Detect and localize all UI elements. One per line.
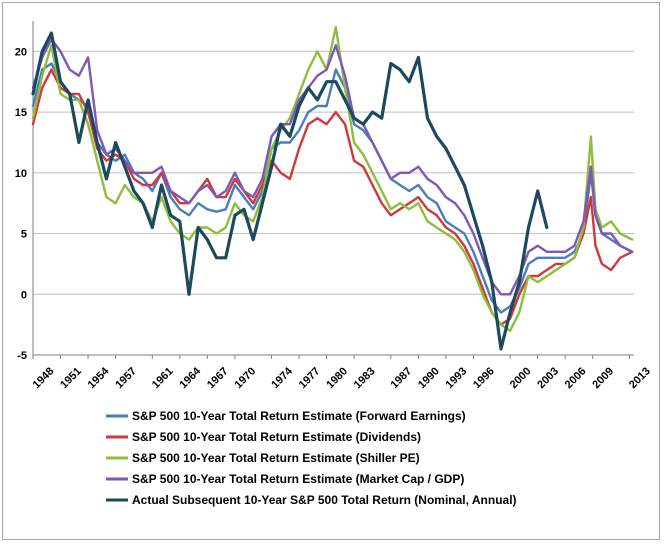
x-tick-label: 1993 xyxy=(444,365,470,391)
legend-label: Actual Subsequent 10-Year S&P 500 Total … xyxy=(132,493,517,507)
x-tick-label: 1974 xyxy=(269,365,295,391)
x-tick-label: 2006 xyxy=(563,365,589,391)
y-tick-label: 20 xyxy=(15,46,27,58)
x-tick-label: 1967 xyxy=(205,365,231,391)
x-tick-label: 1957 xyxy=(113,365,139,391)
series-line xyxy=(31,68,634,326)
y-tick-label: 15 xyxy=(15,107,27,119)
series-line xyxy=(31,38,634,296)
y-tick-label: 5 xyxy=(21,229,27,241)
x-tick-label: 1980 xyxy=(324,365,350,391)
x-tick-label: 1948 xyxy=(31,365,57,391)
legend-label: S&P 500 10-Year Total Return Estimate (M… xyxy=(132,472,464,486)
x-tick-label: 1990 xyxy=(416,365,442,391)
x-tick-label: 2003 xyxy=(535,365,561,391)
legend-label: S&P 500 10-Year Total Return Estimate (F… xyxy=(132,409,466,423)
y-tick-label: 0 xyxy=(21,289,27,301)
x-tick-label: 1951 xyxy=(58,365,84,391)
series-line xyxy=(31,25,634,332)
y-tick-label: 10 xyxy=(15,168,27,180)
y-tick-label: -5 xyxy=(17,350,27,362)
x-tick-label: 1970 xyxy=(232,365,258,391)
legend-label: S&P 500 10-Year Total Return Estimate (D… xyxy=(132,430,421,444)
series-line xyxy=(31,31,549,351)
x-tick-label: 1996 xyxy=(471,365,497,391)
x-tick-label: 1964 xyxy=(177,365,203,391)
x-tick-label: 1961 xyxy=(150,365,176,391)
x-tick-label: 2000 xyxy=(508,365,534,391)
x-tick-label: 1977 xyxy=(297,365,323,391)
legend-label: S&P 500 10-Year Total Return Estimate (S… xyxy=(132,451,420,465)
x-tick-label: 2013 xyxy=(627,365,653,391)
x-tick-label: 2009 xyxy=(590,365,616,391)
x-tick-label: 1987 xyxy=(388,365,414,391)
x-tick-label: 1954 xyxy=(86,365,112,391)
x-tick-label: 1983 xyxy=(352,365,378,391)
